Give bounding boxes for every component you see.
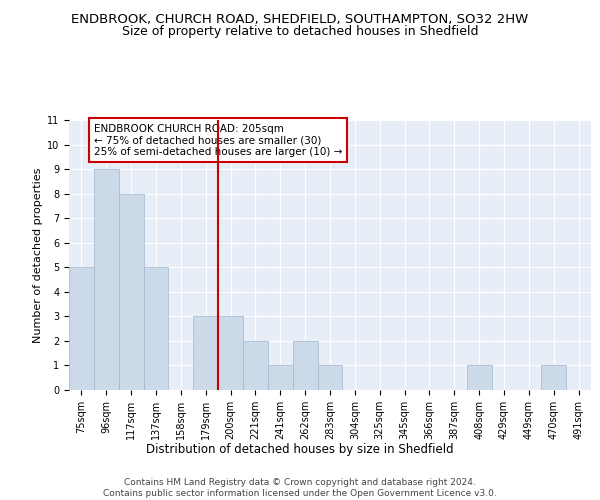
- Bar: [243, 341, 268, 390]
- Y-axis label: Number of detached properties: Number of detached properties: [33, 168, 43, 342]
- Bar: [268, 366, 293, 390]
- Text: Distribution of detached houses by size in Shedfield: Distribution of detached houses by size …: [146, 442, 454, 456]
- Bar: [218, 316, 243, 390]
- Bar: [193, 316, 218, 390]
- Bar: [293, 341, 317, 390]
- Text: Size of property relative to detached houses in Shedfield: Size of property relative to detached ho…: [122, 25, 478, 38]
- Bar: [467, 366, 491, 390]
- Bar: [119, 194, 143, 390]
- Bar: [541, 366, 566, 390]
- Bar: [143, 268, 169, 390]
- Bar: [317, 366, 343, 390]
- Text: ENDBROOK, CHURCH ROAD, SHEDFIELD, SOUTHAMPTON, SO32 2HW: ENDBROOK, CHURCH ROAD, SHEDFIELD, SOUTHA…: [71, 12, 529, 26]
- Text: Contains HM Land Registry data © Crown copyright and database right 2024.
Contai: Contains HM Land Registry data © Crown c…: [103, 478, 497, 498]
- Bar: [94, 169, 119, 390]
- Bar: [69, 268, 94, 390]
- Text: ENDBROOK CHURCH ROAD: 205sqm
← 75% of detached houses are smaller (30)
25% of se: ENDBROOK CHURCH ROAD: 205sqm ← 75% of de…: [94, 124, 342, 157]
